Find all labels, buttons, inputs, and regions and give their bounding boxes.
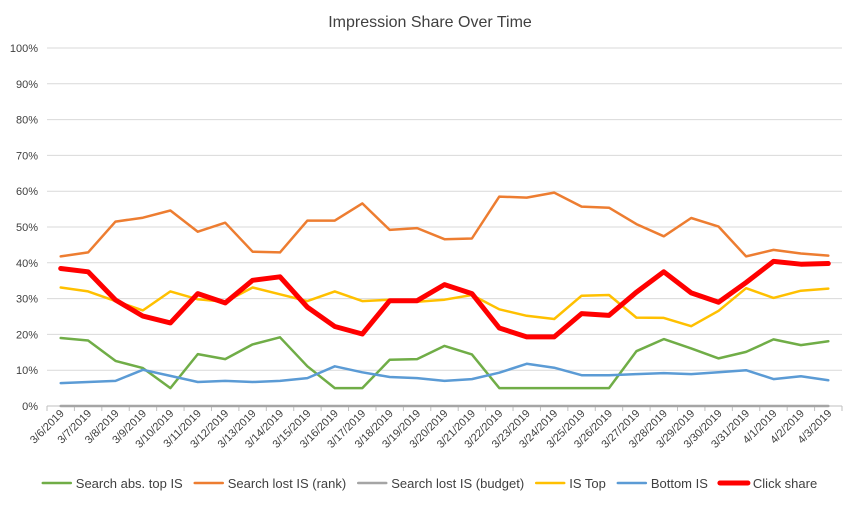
y-tick-label: 20% — [16, 329, 38, 341]
y-tick-label: 80% — [16, 115, 38, 127]
y-tick-label: 70% — [16, 150, 38, 162]
legend-label: Click share — [753, 476, 817, 491]
series-line-click-share — [58, 258, 831, 340]
series-line-search-abs-top-is — [59, 336, 830, 390]
chart-title: Impression Share Over Time — [328, 14, 532, 31]
y-tick-label: 40% — [16, 258, 38, 270]
legend-label: Search lost IS (budget) — [391, 476, 524, 491]
series-lines — [58, 191, 831, 408]
series-line-search-lost-is-rank — [59, 191, 830, 258]
legend-label: Search abs. top IS — [76, 476, 183, 491]
y-tick-label: 50% — [16, 222, 38, 234]
legend-label: Search lost IS (rank) — [228, 476, 347, 491]
y-tick-label: 10% — [16, 365, 38, 377]
legend: Search abs. top IS Search lost IS (rank) S… — [41, 476, 817, 491]
x-axis: 3/6/20193/7/20193/8/20193/9/20193/10/201… — [28, 406, 843, 451]
gridlines — [47, 47, 842, 407]
y-tick-label: 30% — [16, 294, 38, 306]
y-tick-label: 100% — [10, 43, 38, 55]
y-tick-label: 90% — [16, 79, 38, 91]
series-line-is-top — [59, 286, 830, 328]
legend-label: Bottom IS — [651, 476, 708, 491]
legend-label: IS Top — [569, 476, 606, 491]
series-line-bottom-is — [59, 362, 830, 385]
y-tick-label: 0% — [22, 401, 38, 413]
y-axis: 0% 10% 20% 30% 40% 50% 60% 70% 80% 90% 100% — [10, 43, 38, 413]
y-tick-label: 60% — [16, 186, 38, 198]
